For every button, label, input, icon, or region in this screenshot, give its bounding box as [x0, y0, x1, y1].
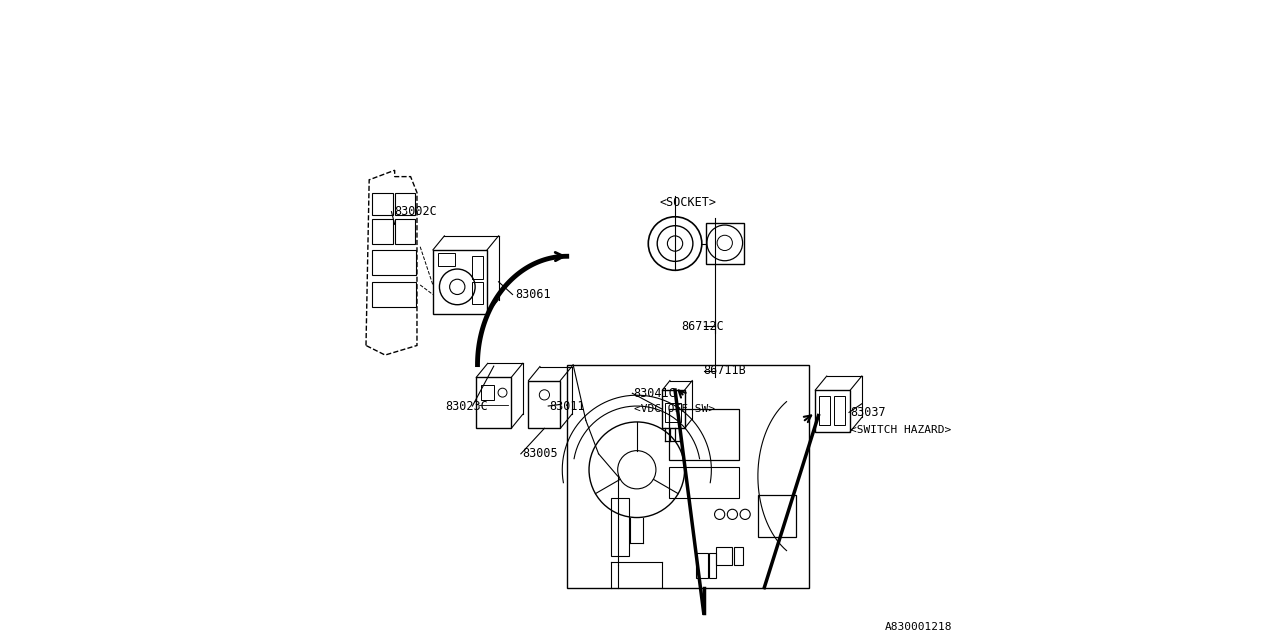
Text: 83037: 83037	[850, 406, 886, 419]
Text: 83005: 83005	[522, 447, 558, 460]
Bar	[705, 223, 744, 264]
Bar	[529, 381, 561, 428]
Text: 83061: 83061	[516, 288, 552, 301]
Bar	[394, 193, 415, 215]
Bar	[372, 193, 393, 215]
Text: <VDC OFF SW>: <VDC OFF SW>	[634, 404, 714, 414]
Bar	[372, 250, 416, 275]
Bar	[696, 552, 708, 578]
Bar	[735, 547, 744, 565]
Bar	[472, 282, 483, 304]
Bar	[438, 253, 454, 266]
Bar	[668, 467, 739, 499]
Bar	[476, 378, 511, 428]
Text: <SWITCH HAZARD>: <SWITCH HAZARD>	[850, 425, 951, 435]
Text: 83041C: 83041C	[634, 387, 676, 400]
Bar	[662, 390, 685, 428]
Bar	[668, 409, 739, 460]
Bar	[372, 220, 393, 244]
Text: 83011: 83011	[549, 399, 585, 413]
Bar	[481, 385, 494, 400]
Text: 83002C: 83002C	[394, 205, 438, 218]
Bar	[835, 396, 845, 425]
Bar	[612, 499, 630, 556]
Bar	[758, 495, 796, 537]
Bar	[819, 396, 829, 425]
Text: 83023C: 83023C	[445, 399, 489, 413]
Bar	[433, 250, 488, 314]
Bar	[567, 365, 809, 588]
Bar	[472, 256, 483, 278]
Bar	[709, 552, 717, 578]
Bar	[372, 282, 416, 307]
Text: A830001218: A830001218	[884, 622, 952, 632]
Bar	[815, 390, 850, 431]
Bar	[666, 403, 681, 422]
Bar	[717, 547, 732, 565]
Text: 86712C: 86712C	[681, 320, 724, 333]
Text: <SOCKET>: <SOCKET>	[659, 196, 717, 209]
Bar	[394, 220, 415, 244]
Text: 86711B: 86711B	[704, 364, 746, 378]
